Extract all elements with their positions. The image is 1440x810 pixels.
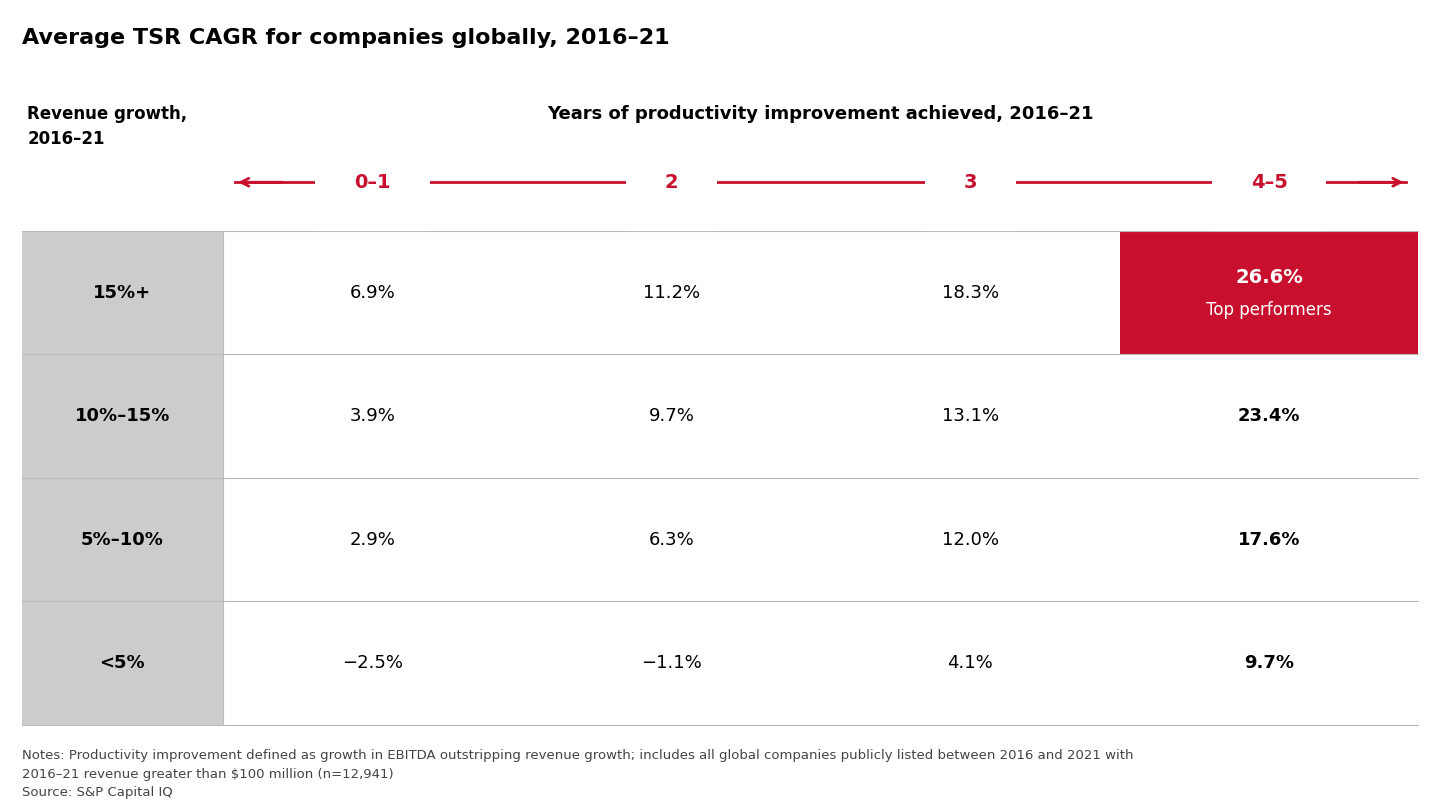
Text: 13.1%: 13.1%: [942, 407, 999, 425]
Text: 5%–10%: 5%–10%: [81, 531, 164, 548]
Text: 12.0%: 12.0%: [942, 531, 999, 548]
Text: 3.9%: 3.9%: [350, 407, 396, 425]
Text: 2016–21: 2016–21: [27, 130, 105, 147]
Text: 0–1: 0–1: [354, 173, 390, 192]
Text: 9.7%: 9.7%: [1244, 654, 1295, 672]
Text: −2.5%: −2.5%: [343, 654, 403, 672]
Text: 18.3%: 18.3%: [942, 284, 999, 301]
Text: 2.9%: 2.9%: [350, 531, 396, 548]
Text: 9.7%: 9.7%: [648, 407, 694, 425]
Text: 26.6%: 26.6%: [1236, 268, 1303, 288]
Text: <5%: <5%: [99, 654, 145, 672]
Text: Source: S&P Capital IQ: Source: S&P Capital IQ: [22, 786, 173, 799]
Text: 11.2%: 11.2%: [642, 284, 700, 301]
Text: 10%–15%: 10%–15%: [75, 407, 170, 425]
Text: 4–5: 4–5: [1250, 173, 1287, 192]
Text: 15%+: 15%+: [94, 284, 151, 301]
Text: Average TSR CAGR for companies globally, 2016–21: Average TSR CAGR for companies globally,…: [22, 28, 670, 49]
Text: −1.1%: −1.1%: [641, 654, 701, 672]
Text: 6.9%: 6.9%: [350, 284, 396, 301]
Text: 2016–21 revenue greater than $100 million (n=12,941): 2016–21 revenue greater than $100 millio…: [22, 768, 393, 781]
Text: 23.4%: 23.4%: [1238, 407, 1300, 425]
Text: Revenue growth,: Revenue growth,: [27, 105, 187, 123]
Text: 4.1%: 4.1%: [948, 654, 994, 672]
Text: 6.3%: 6.3%: [648, 531, 694, 548]
Text: 2: 2: [665, 173, 678, 192]
Text: 17.6%: 17.6%: [1238, 531, 1300, 548]
Text: Years of productivity improvement achieved, 2016–21: Years of productivity improvement achiev…: [547, 105, 1094, 123]
Text: Notes: Productivity improvement defined as growth in EBITDA outstripping revenue: Notes: Productivity improvement defined …: [22, 749, 1133, 762]
Text: Top performers: Top performers: [1207, 301, 1332, 319]
Text: 3: 3: [963, 173, 976, 192]
